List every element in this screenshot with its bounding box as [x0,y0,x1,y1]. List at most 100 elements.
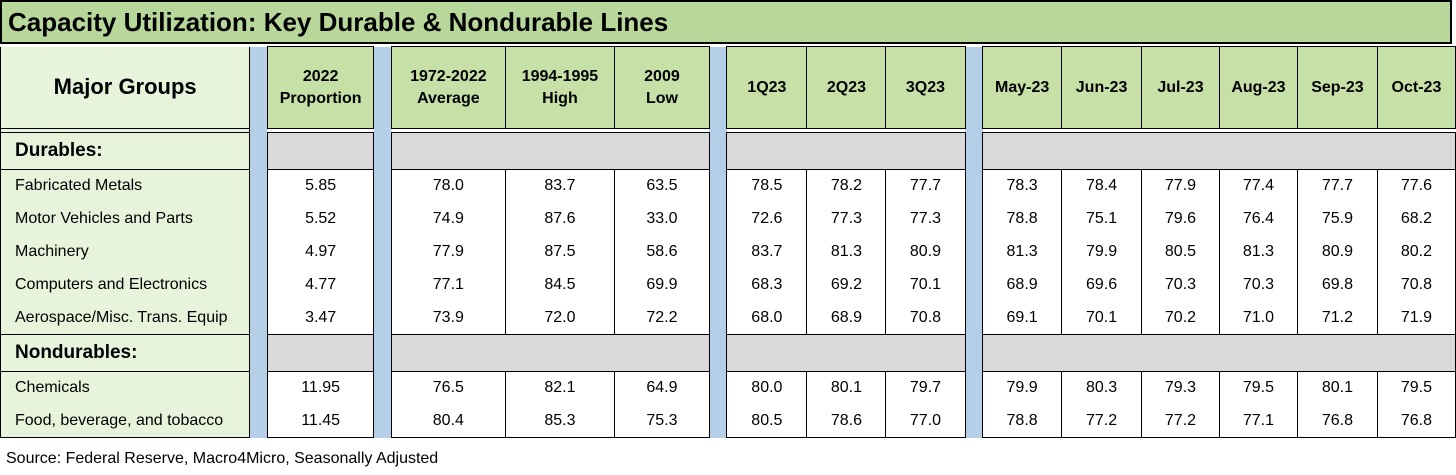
spacer-cell [726,128,807,133]
column-header-line1: 1Q23 [747,78,787,96]
data-cell: 79.3 [1141,371,1220,405]
data-cell: 72.2 [614,301,710,335]
row-label: Motor Vehicles and Parts [0,202,251,236]
data-cell: 80.9 [1296,235,1378,269]
data-cell: 68.3 [726,268,808,302]
column-header: Jun-23 [1061,46,1143,129]
data-cell: 77.1 [390,268,506,302]
data-cell: 70.3 [1141,268,1220,302]
data-cell: 79.5 [1218,371,1298,405]
data-cell: 5.85 [266,169,375,203]
data-cell: 71.9 [1376,301,1456,335]
data-cell: 78.6 [806,404,887,438]
data-cell: 71.0 [1218,301,1298,335]
table-row: Machinery 4.97 77.9 87.5 58.6 83.7 81.3 80.9 81.… [0,235,1456,269]
column-header-line2: Proportion [279,89,362,107]
data-cell: 77.7 [1296,169,1378,203]
data-cell: 78.0 [390,169,506,203]
data-cell: 69.6 [1061,268,1143,302]
data-cell: 81.3 [1218,235,1298,269]
column-header-line1: 1972-2022 [410,67,487,85]
data-cell: 77.3 [806,202,887,236]
data-cell: 68.2 [1376,202,1456,236]
column-header: 2009 Low [614,46,710,129]
data-cell: 80.4 [390,404,506,438]
data-cell: 69.2 [806,268,887,302]
data-cell: 63.5 [614,169,710,203]
data-cell: 73.9 [390,301,506,335]
data-cell: 77.9 [1141,169,1220,203]
table-row: Computers and Electronics 4.77 77.1 84.5 69.… [0,268,1456,302]
header-row: Major Groups 2022 Proportion 1972-2022 Avera… [0,46,1456,438]
data-cell: 70.8 [1376,268,1456,302]
capacity-table: Major Groups 2022 Proportion 1972-2022 Avera… [0,46,1456,438]
column-header-line2: Low [645,89,678,107]
data-cell: 79.7 [885,371,966,405]
data-cell: 77.1 [1218,404,1298,438]
section-fill-bar [390,132,710,170]
data-cell: 80.0 [726,371,808,405]
column-header-line1: Sep-23 [1311,78,1364,96]
section-row-durables: Durables: [0,132,1456,170]
data-cell: 70.3 [1218,268,1298,302]
section-fill-bar [266,334,375,372]
section-fill-bar [390,334,710,372]
table-row: Food, beverage, and tobacco 11.45 80.4 85.3… [0,404,1456,438]
column-header-line1: May-23 [994,78,1050,96]
data-cell: 79.5 [1376,371,1456,405]
spacer-row [0,128,1456,133]
data-cell: 78.5 [726,169,808,203]
data-cell: 69.8 [1296,268,1378,302]
data-cell: 78.8 [982,202,1063,236]
data-cell: 11.95 [266,371,375,405]
section-fill-bar [982,334,1456,372]
data-cell: 81.3 [982,235,1063,269]
data-cell: 11.45 [266,404,375,438]
data-cell: 77.2 [1141,404,1220,438]
data-cell: 80.5 [726,404,808,438]
column-header-line1: 3Q23 [905,78,946,96]
spacer-cell [505,128,615,133]
table-row: Aerospace/Misc. Trans. Equip 3.47 73.9 72.0… [0,301,1456,335]
data-cell: 33.0 [614,202,710,236]
column-header-line1: Oct-23 [1391,78,1442,96]
data-cell: 70.1 [885,268,966,302]
column-header-line1: 2022 [302,67,339,85]
data-cell: 76.8 [1376,404,1456,438]
data-cell: 81.3 [806,235,887,269]
data-cell: 79.9 [1061,235,1143,269]
data-cell: 72.0 [504,301,616,335]
data-cell: 87.6 [504,202,616,236]
data-cell: 78.8 [982,404,1063,438]
column-header: 2022 Proportion [266,46,375,129]
spacer-cell [982,128,1062,133]
row-label: Food, beverage, and tobacco [0,404,251,438]
data-cell: 79.6 [1141,202,1220,236]
column-header-line1: Jun-23 [1075,78,1128,96]
data-cell: 70.2 [1141,301,1220,335]
section-fill-bar [982,132,1456,170]
column-header: Jul-23 [1141,46,1220,129]
data-cell: 80.9 [885,235,966,269]
data-cell: 85.3 [504,404,616,438]
data-cell: 64.9 [614,371,710,405]
section-fill-bar [726,334,966,372]
column-header: 3Q23 [885,46,966,129]
column-header-line1: Jul-23 [1157,78,1204,96]
data-cell: 78.4 [1061,169,1143,203]
data-cell: 74.9 [390,202,506,236]
section-fill-bar [266,132,375,170]
section-label: Nondurables: [0,334,251,372]
data-cell: 77.3 [885,202,966,236]
header-major-groups: Major Groups [0,46,251,129]
column-separator [965,46,983,438]
data-cell: 72.6 [726,202,808,236]
column-header: 2Q23 [806,46,887,129]
data-cell: 4.97 [266,235,375,269]
table-row: Fabricated Metals 5.85 78.0 83.7 63.5 78.5 78.… [0,169,1456,203]
column-separator [249,46,268,438]
column-separator [709,46,727,438]
data-cell: 75.3 [614,404,710,438]
section-row-nondurables: Nondurables: [0,334,1456,372]
